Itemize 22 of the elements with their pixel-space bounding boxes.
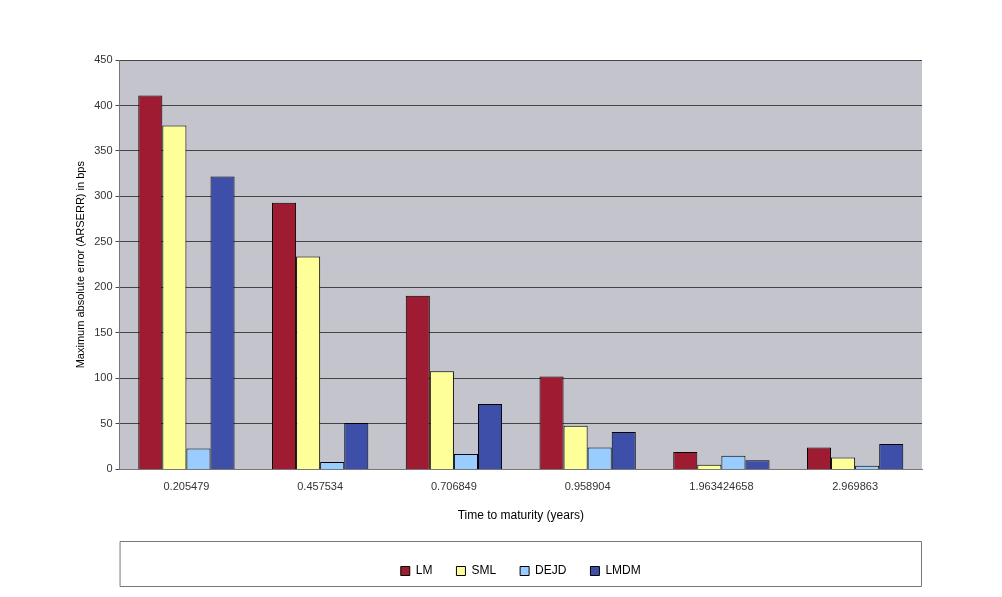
- y-tick-label: 300: [94, 189, 113, 202]
- x-tick-label: 0.205479: [163, 480, 210, 493]
- y-tick-label: 50: [100, 416, 113, 429]
- x-tick-label: 2.969863: [832, 480, 879, 493]
- y-axis-title: Maximum absolute error (ARSERR) in bps: [73, 160, 86, 369]
- x-tick-label: 0.958904: [564, 480, 611, 493]
- y-tick-label: 150: [94, 325, 113, 338]
- x-tick-label: 0.457534: [297, 480, 344, 493]
- y-tick-label: 450: [94, 53, 113, 66]
- y-tick-label: 200: [94, 280, 113, 293]
- legend-label: DEJD: [535, 563, 567, 578]
- y-tick-label: 250: [94, 234, 113, 247]
- legend-label: LM: [415, 563, 433, 578]
- x-tick-label: 0.706849: [430, 480, 477, 493]
- y-tick-label: 350: [94, 144, 113, 157]
- y-tick-label: 100: [94, 371, 113, 384]
- legend-label: LMDM: [605, 563, 641, 578]
- x-tick-label: 1.963424658: [689, 480, 754, 493]
- y-tick-label: 0: [106, 462, 113, 475]
- x-axis-title: Time to maturity (years): [457, 508, 584, 523]
- y-tick-label: 400: [94, 98, 113, 111]
- legend-label: SML: [471, 563, 497, 578]
